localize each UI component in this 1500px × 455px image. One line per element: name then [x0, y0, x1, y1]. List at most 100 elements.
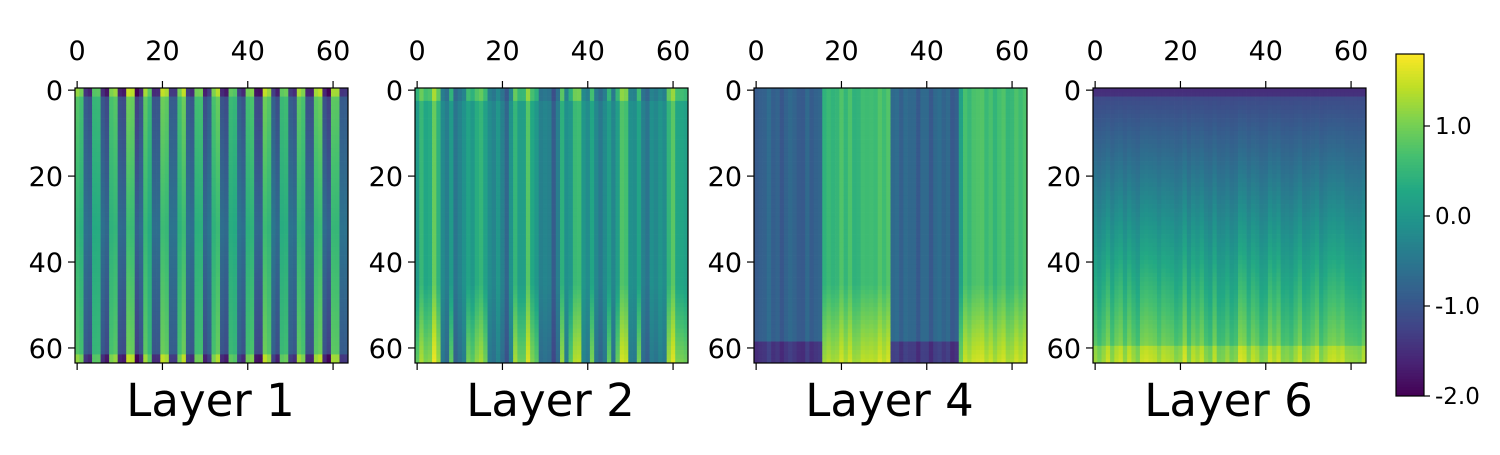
heatmap-cell — [190, 170, 195, 175]
heatmap-cell — [84, 281, 89, 286]
heatmap-cell — [190, 311, 195, 316]
heatmap-cell — [331, 230, 336, 235]
heatmap-cell — [513, 109, 518, 114]
heatmap-cell — [271, 191, 276, 196]
heatmap-cell — [284, 178, 289, 183]
heatmap-cell — [143, 307, 148, 312]
heatmap-cell — [135, 135, 140, 140]
heatmap-cell — [79, 152, 84, 157]
heatmap-cell — [156, 165, 161, 170]
heatmap-cell — [318, 243, 323, 248]
heatmap-cell — [233, 316, 238, 321]
heatmap-cell — [199, 97, 204, 102]
heatmap-cell — [152, 97, 157, 102]
heatmap-cell — [288, 264, 293, 269]
heatmap-cell — [339, 316, 344, 321]
heatmap-cell — [216, 277, 221, 282]
heatmap-cell — [135, 131, 140, 136]
heatmap-cell — [267, 277, 272, 282]
heatmap-cell — [135, 127, 140, 132]
heatmap-cell — [156, 337, 161, 342]
heatmap-cell — [96, 101, 101, 106]
heatmap-cell — [182, 277, 187, 282]
heatmap-cell — [271, 324, 276, 329]
heatmap-cell — [432, 140, 437, 145]
heatmap-cell — [156, 256, 161, 261]
heatmap-cell — [318, 273, 323, 278]
heatmap-cell — [258, 114, 263, 119]
heatmap-cell — [207, 251, 212, 256]
heatmap-cell — [650, 109, 655, 114]
heatmap-cell — [671, 118, 676, 123]
heatmap-cell — [475, 118, 480, 123]
heatmap-cell — [101, 148, 106, 153]
heatmap-cell — [84, 337, 89, 342]
heatmap-cell — [212, 243, 217, 248]
heatmap-cell — [250, 157, 255, 162]
heatmap-cell — [318, 277, 323, 282]
heatmap-cell — [327, 109, 332, 114]
heatmap-cell — [177, 118, 182, 123]
heatmap-cell — [258, 226, 263, 231]
heatmap-cell — [135, 333, 140, 338]
heatmap-cell — [237, 264, 242, 269]
heatmap-cell — [126, 320, 131, 325]
heatmap-cell — [212, 316, 217, 321]
heatmap-cell — [288, 251, 293, 256]
heatmap-cell — [229, 178, 234, 183]
heatmap-cell — [212, 97, 217, 102]
heatmap-cell — [75, 191, 80, 196]
heatmap-cell — [139, 243, 144, 248]
heatmap-cell — [92, 88, 97, 93]
heatmap-cell — [237, 303, 242, 308]
heatmap-cell — [539, 97, 544, 102]
heatmap-cell — [135, 247, 140, 252]
heatmap-cell — [526, 140, 531, 145]
heatmap-cell — [190, 316, 195, 321]
heatmap-cell — [182, 342, 187, 347]
heatmap-cell — [173, 131, 178, 136]
heatmap-cell — [92, 152, 97, 157]
heatmap-cell — [109, 294, 114, 299]
heatmap-cell — [135, 217, 140, 222]
heatmap-cell — [441, 97, 446, 102]
heatmap-cell — [101, 191, 106, 196]
heatmap-cell — [84, 299, 89, 304]
heatmap-cell — [182, 109, 187, 114]
heatmap-cell — [556, 122, 561, 127]
heatmap-cell — [173, 195, 178, 200]
heatmap-cell — [96, 238, 101, 243]
heatmap-cell — [229, 213, 234, 218]
heatmap-cell — [305, 148, 310, 153]
heatmap-cell — [165, 316, 170, 321]
heatmap-cell — [224, 303, 229, 308]
heatmap-cell — [135, 346, 140, 351]
heatmap-cell — [165, 333, 170, 338]
heatmap-cell — [105, 109, 110, 114]
heatmap-cell — [84, 342, 89, 347]
heatmap-cell — [470, 122, 475, 127]
heatmap-cell — [301, 148, 306, 153]
heatmap-cell — [92, 238, 97, 243]
heatmap-cell — [335, 268, 340, 273]
heatmap-cell — [254, 195, 259, 200]
heatmap-cell — [305, 170, 310, 175]
heatmap-cell — [152, 109, 157, 114]
heatmap-cell — [237, 187, 242, 192]
heatmap-cell — [297, 350, 302, 355]
heatmap-cell — [109, 307, 114, 312]
heatmap-cell — [305, 264, 310, 269]
heatmap-cell — [92, 333, 97, 338]
heatmap-cell — [88, 122, 93, 127]
heatmap-cell — [573, 140, 578, 145]
heatmap-cell — [224, 114, 229, 119]
heatmap-cell — [428, 92, 433, 97]
heatmap-cell — [88, 208, 93, 213]
heatmap-cell — [79, 234, 84, 239]
heatmap-cell — [258, 109, 263, 114]
heatmap-cell — [220, 234, 225, 239]
heatmap-cell — [186, 350, 191, 355]
heatmap-cell — [160, 195, 165, 200]
heatmap-cell — [560, 122, 565, 127]
heatmap-cell — [254, 303, 259, 308]
